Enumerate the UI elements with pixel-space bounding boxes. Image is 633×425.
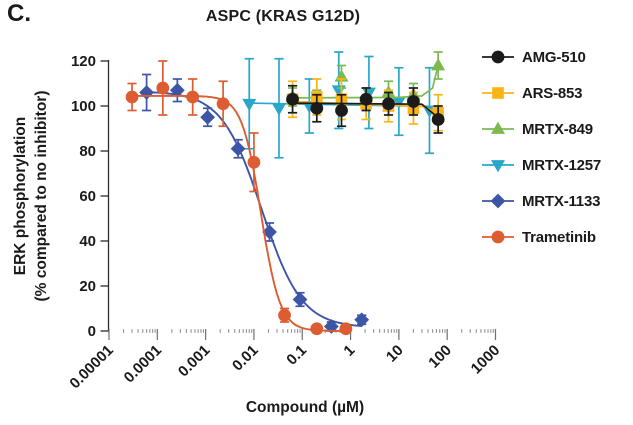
svg-text:1000: 1000	[468, 342, 504, 378]
legend: AMG-510 ARS-853 MRTX-849 MRTX-1257 MRTX-1133…	[481, 39, 601, 255]
x-axis-title: Compound (µM)	[245, 399, 365, 416]
triangle-up-marker-icon	[482, 121, 514, 134]
svg-text:0.1: 0.1	[283, 342, 310, 369]
svg-text:0.0001: 0.0001	[121, 342, 165, 386]
y-axis-title-line2: (% compared to no inhibitor)	[33, 90, 50, 302]
legend-label: Trametinib	[522, 228, 596, 246]
legend-label: MRTX-849	[522, 120, 593, 138]
svg-text:60: 60	[79, 188, 96, 205]
svg-text:1: 1	[340, 342, 358, 360]
circle-marker-icon	[482, 50, 514, 64]
legend-item-ars-853: ARS-853	[481, 75, 601, 111]
panel-label: C.	[7, 0, 31, 27]
svg-text:100: 100	[71, 98, 96, 115]
diamond-marker-icon	[482, 193, 514, 209]
legend-label: MRTX-1257	[522, 156, 602, 174]
svg-text:80: 80	[79, 143, 96, 160]
svg-text:20: 20	[79, 278, 96, 295]
legend-item-mrtx-1257: MRTX-1257	[481, 147, 601, 183]
legend-item-amg-510: AMG-510	[481, 39, 601, 75]
legend-item-trametinib: Trametinib	[481, 219, 601, 255]
svg-text:0.001: 0.001	[175, 342, 214, 381]
square-marker-icon	[482, 87, 514, 99]
legend-label: MRTX-1133	[522, 192, 601, 210]
chart-title: ASPC (KRAS G12D)	[205, 8, 361, 25]
circle-marker-icon	[482, 230, 514, 244]
svg-text:40: 40	[79, 233, 96, 250]
triangle-down-marker-icon	[482, 160, 514, 173]
svg-text:10: 10	[383, 342, 407, 366]
svg-text:0.00001: 0.00001	[66, 342, 116, 392]
svg-text:120: 120	[71, 53, 96, 70]
y-axis-title-line1: ERK phosphorylation	[12, 116, 29, 276]
svg-text:0.01: 0.01	[229, 342, 262, 375]
legend-item-mrtx-1133: MRTX-1133	[481, 183, 601, 219]
legend-item-mrtx-849: MRTX-849	[481, 111, 601, 147]
y-axis-title: ERK phosphorylation (% compared to no inh…	[10, 55, 52, 337]
svg-text:100: 100	[425, 342, 455, 372]
svg-text:0: 0	[88, 323, 96, 340]
legend-label: ARS-853	[522, 84, 583, 102]
legend-label: AMG-510	[522, 48, 586, 66]
